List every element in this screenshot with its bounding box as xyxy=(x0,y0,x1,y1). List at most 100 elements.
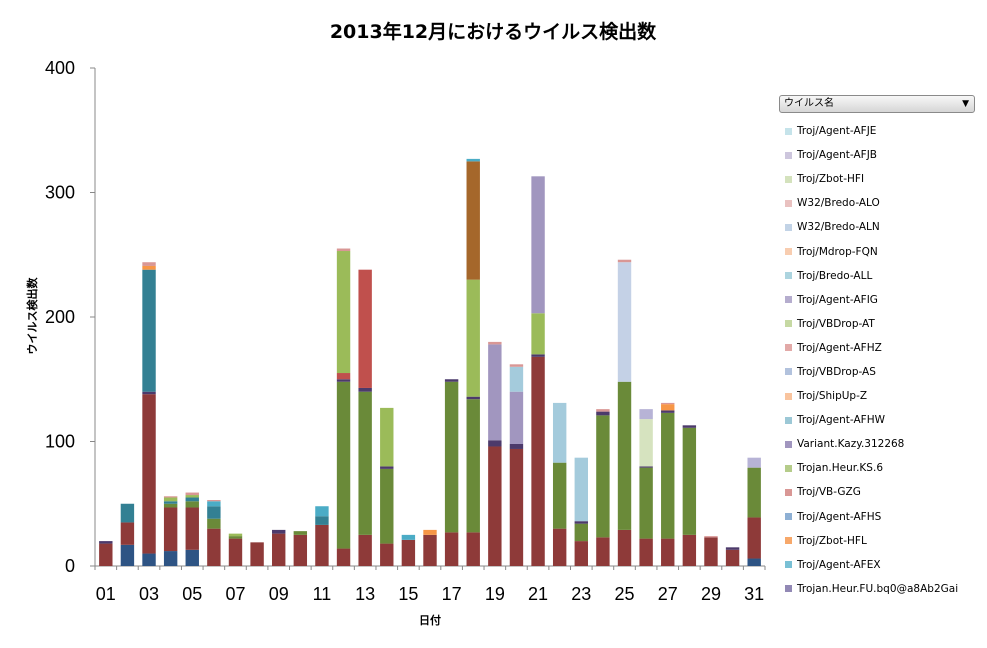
legend-swatch xyxy=(785,272,792,280)
legend-filter-label: ウイルス名 xyxy=(784,98,834,109)
bar-segment xyxy=(142,394,156,554)
legend-item-label: Trojan.Heur.FU.bq0@a8Ab2Gai xyxy=(797,582,959,595)
bar-segment xyxy=(401,534,416,540)
bar-segment xyxy=(185,492,199,496)
legend-item: Troj/Zbot-HFI xyxy=(779,167,975,191)
bar-segment xyxy=(596,537,610,566)
x-tick-label: 01 xyxy=(96,584,116,604)
legend-swatch xyxy=(785,344,792,352)
bar-segment xyxy=(617,259,632,263)
legend-item-label: Troj/Agent-AFHS xyxy=(797,510,882,523)
bar-segment xyxy=(747,467,761,518)
legend-swatch xyxy=(785,440,792,448)
bar-segment xyxy=(293,531,308,535)
bar-segment xyxy=(661,402,675,405)
bar-segment xyxy=(358,387,372,392)
bar-segment xyxy=(574,521,588,524)
x-tick-label: 19 xyxy=(485,584,505,604)
bar-segment xyxy=(423,534,437,566)
bar-segment xyxy=(142,262,156,266)
bar-segment xyxy=(661,538,675,566)
bar-segment xyxy=(185,495,199,498)
legend-swatch xyxy=(785,464,792,472)
bar-segment xyxy=(336,251,351,374)
legend-swatch xyxy=(785,561,792,569)
legend-item-label: Troj/Zbot-HFL xyxy=(797,534,867,547)
legend-item: Troj/Agent-AFJE xyxy=(779,119,975,143)
legend-item: Troj/Bredo-ALL xyxy=(779,264,975,288)
x-tick-label: 25 xyxy=(615,584,635,604)
bar-segment xyxy=(142,269,156,392)
bar-segment xyxy=(99,543,113,566)
legend-swatch xyxy=(785,488,792,496)
bar-segment xyxy=(682,534,697,566)
legend-item-label: Trojan.Heur.KS.6 xyxy=(797,462,883,475)
bar-segment xyxy=(661,412,675,539)
bar-segment xyxy=(228,536,243,539)
legend-item: W32/Bredo-ALN xyxy=(779,215,975,239)
legend-item-label: Variant.Kazy.312268 xyxy=(797,438,905,451)
bar-segment xyxy=(142,553,156,566)
bar-segment xyxy=(207,506,221,519)
bar-segment xyxy=(336,548,351,566)
bar-segment xyxy=(380,543,394,566)
bar-segment xyxy=(380,466,394,469)
legend-item: Troj/Agent-AFHW xyxy=(779,408,975,432)
bar-segment xyxy=(423,529,437,535)
bar-segment xyxy=(185,507,199,550)
dropdown-arrow-icon[interactable]: ▼ xyxy=(962,99,969,109)
legend-item-label: Troj/Agent-AFIG xyxy=(797,293,878,306)
legend-swatch xyxy=(785,585,792,593)
legend-filter-dropdown[interactable]: ウイルス名 ▼ xyxy=(779,95,975,113)
bar-segment xyxy=(272,533,286,566)
bar-segment xyxy=(358,269,372,388)
bar-segment xyxy=(185,549,199,566)
legend-item: Variant.Kazy.312268 xyxy=(779,432,975,456)
legend: ウイルス名 ▼ Troj/Agent-AFJE Troj/Agent-AFJB Tr… xyxy=(779,95,975,601)
bar-segment xyxy=(488,341,502,345)
y-tick-label: 100 xyxy=(45,432,75,452)
bar-segment xyxy=(336,379,351,382)
bar-segment xyxy=(466,279,480,397)
bar-segment xyxy=(444,532,459,566)
bar-segment xyxy=(617,262,632,382)
legend-item: Troj/Agent-AFJB xyxy=(779,143,975,167)
legend-item: Troj/VBDrop-AT xyxy=(779,312,975,336)
x-tick-label: 17 xyxy=(442,584,462,604)
bar-segment xyxy=(596,415,610,538)
legend-item: Trojan.Heur.FU.bq0@a8Ab2Gai xyxy=(779,577,975,601)
legend-item-label: Troj/Zbot-HFI xyxy=(797,173,865,186)
bar-segment xyxy=(509,364,524,367)
legend-swatch xyxy=(785,248,792,256)
legend-item-label: Troj/VB-GZG xyxy=(797,486,861,499)
bar-segment xyxy=(574,541,588,566)
x-tick-label: 15 xyxy=(398,584,418,604)
legend-swatch xyxy=(785,127,792,135)
x-tick-label: 21 xyxy=(528,584,548,604)
bar-segment xyxy=(488,446,502,566)
legend-item-label: W32/Bredo-ALO xyxy=(797,197,880,210)
bar-segment xyxy=(552,528,567,566)
bar-segment xyxy=(488,344,502,441)
legend-item-label: Troj/ShipUp-Z xyxy=(797,390,868,403)
bar-segment xyxy=(488,440,502,447)
bar-segment xyxy=(120,503,135,523)
x-tick-label: 09 xyxy=(269,584,289,604)
x-tick-label: 13 xyxy=(355,584,375,604)
legend-swatch xyxy=(785,368,792,376)
legend-swatch xyxy=(785,320,792,328)
bar-segment xyxy=(639,466,653,468)
x-tick-label: 23 xyxy=(571,584,591,604)
bar-segment xyxy=(250,542,264,566)
x-tick-label: 11 xyxy=(313,584,332,604)
bar-segment xyxy=(682,425,697,428)
bar-segment xyxy=(185,497,199,502)
bar-segment xyxy=(531,356,545,566)
bar-segment xyxy=(466,158,480,162)
legend-item-label: Troj/Agent-AFJB xyxy=(797,149,877,162)
legend-item: Troj/Agent-AFEX xyxy=(779,553,975,577)
bar-segment xyxy=(207,528,221,566)
legend-item: Trojan.Heur.KS.6 xyxy=(779,456,975,480)
bar-segment xyxy=(163,497,178,502)
legend-item-label: Troj/Agent-AFHZ xyxy=(797,341,882,354)
